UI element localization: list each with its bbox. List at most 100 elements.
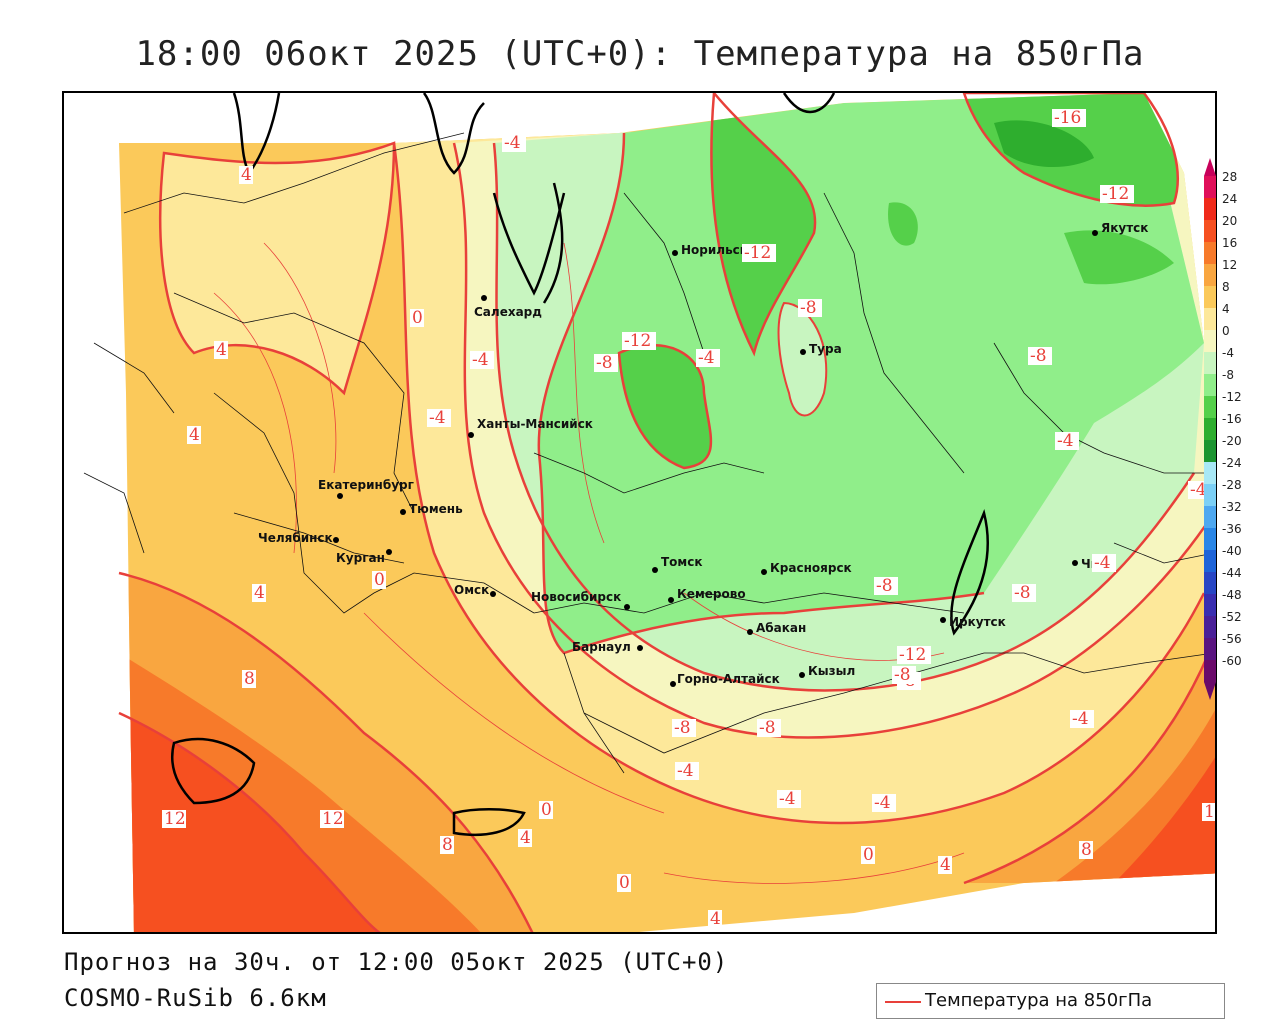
isotherm-label: 0: [372, 570, 386, 590]
city-irkutsk[interactable]: Иркутск: [940, 615, 1006, 629]
isotherm-label: -12: [622, 331, 656, 351]
colorbar-segment: [1204, 330, 1216, 352]
colorbar-tick-label: -8: [1222, 368, 1234, 382]
svg-text:-8: -8: [759, 718, 776, 738]
city-barnaul[interactable]: Барнаул: [572, 640, 643, 654]
forecast-info: Прогноз на 30ч. от 12:00 05окт 2025 (UTC…: [64, 948, 729, 976]
svg-text:12: 12: [322, 809, 344, 829]
svg-text:-12: -12: [899, 645, 926, 665]
svg-text:8: 8: [244, 669, 255, 689]
isotherm-label: -8: [672, 718, 696, 738]
isotherm-label: -4: [470, 350, 494, 370]
svg-text:4: 4: [940, 855, 951, 875]
svg-text:4: 4: [520, 828, 531, 848]
isotherm-label: -4: [1070, 709, 1094, 729]
model-name: COSMO-RuSib 6.6км: [64, 984, 327, 1012]
svg-text:-4: -4: [429, 408, 446, 428]
city-yakutsk[interactable]: Якутск: [1092, 221, 1148, 236]
svg-text:0: 0: [541, 800, 552, 820]
colorbar-tick-label: -4: [1222, 346, 1234, 360]
isotherm-label: -8: [1012, 583, 1036, 603]
svg-text:0: 0: [412, 308, 423, 328]
city-tomsk[interactable]: Томск: [652, 555, 703, 573]
city-norilsk[interactable]: Норильск: [672, 243, 748, 257]
city-khanty-mansiysk[interactable]: Ханты-Мансийск: [468, 417, 593, 438]
svg-text:-4: -4: [1190, 480, 1207, 500]
svg-text:-12: -12: [1102, 184, 1129, 204]
city-kyzyl[interactable]: Кызыл: [799, 664, 855, 678]
city-gorno-altaysk[interactable]: Горно-Алтайск: [670, 672, 780, 687]
colorbar-tick-label: -48: [1222, 588, 1242, 602]
city-kemerovo[interactable]: Кемерово: [668, 587, 746, 603]
svg-text:4: 4: [710, 909, 721, 929]
isotherm-label: 4: [187, 425, 201, 445]
isotherm-label: 4: [518, 828, 532, 848]
colorbar-segment: [1204, 286, 1216, 308]
svg-text:-12: -12: [744, 243, 771, 263]
isotherm-label: -8: [757, 718, 781, 738]
isotherm-label: -8: [1028, 346, 1052, 366]
colorbar-tick-label: -28: [1222, 478, 1242, 492]
isotherm-label: 4: [239, 165, 253, 185]
isotherm-label: -12: [897, 645, 931, 665]
city-ekaterinburg[interactable]: Екатеринбург: [318, 478, 414, 499]
isotherm-label: -4: [872, 793, 896, 813]
colorbar-segment: [1204, 396, 1216, 418]
isotherm-label: 8: [242, 669, 256, 689]
svg-text:Норильск: Норильск: [681, 243, 748, 257]
coastline: [170, 93, 989, 837]
svg-text:Салехард: Салехард: [474, 305, 542, 319]
temperature-map[interactable]: Салехард Норильск Якутск Тура Ханты-Манс…: [62, 91, 1217, 934]
svg-text:Курган: Курган: [336, 551, 385, 565]
colorbar-segment: [1204, 220, 1216, 242]
city-tura[interactable]: Тура: [800, 342, 842, 356]
colorbar-segment: [1204, 198, 1216, 220]
svg-text:Тура: Тура: [809, 342, 842, 356]
city-novosibirsk[interactable]: Новосибирск: [531, 590, 630, 610]
colorbar-tick-label: -60: [1222, 654, 1242, 668]
svg-text:Якутск: Якутск: [1101, 221, 1148, 235]
svg-text:-4: -4: [472, 350, 489, 370]
colorbar-segment: [1204, 660, 1216, 682]
svg-text:0: 0: [863, 845, 874, 865]
isotherm-label: -8: [892, 665, 916, 685]
svg-text:Екатеринбург: Екатеринбург: [318, 478, 414, 492]
colorbar-segment: [1204, 506, 1216, 528]
svg-text:-8: -8: [1030, 346, 1047, 366]
isotherm-value-labels: -440-4-4444-4-8-12-8-12-16-12-8-4-4-8-8-…: [162, 108, 1217, 929]
colorbar-tick-label: -32: [1222, 500, 1242, 514]
colorbar-tick-label: 20: [1222, 214, 1238, 228]
isotherm-label: 4: [252, 583, 266, 603]
svg-text:-8: -8: [596, 353, 613, 373]
city-tyumen[interactable]: Тюмень: [400, 502, 463, 516]
city-salekhard[interactable]: Салехард: [474, 295, 542, 319]
svg-text:-4: -4: [1072, 709, 1089, 729]
isotherm-label: -12: [742, 243, 776, 263]
colorbar-tick-label: -12: [1222, 390, 1242, 404]
svg-text:-8: -8: [674, 718, 691, 738]
isotherm-label: 12: [162, 809, 186, 829]
colorbar-segment: [1204, 594, 1216, 616]
isotherm-label: 8: [440, 835, 454, 855]
colorbar-segment: [1204, 462, 1216, 484]
city-krasnoyarsk[interactable]: Красноярск: [761, 561, 852, 575]
city-chelyabinsk[interactable]: Челябинск: [258, 531, 339, 545]
svg-text:12: 12: [1204, 802, 1217, 822]
colorbar-segment: [1204, 374, 1216, 396]
region-borders: [83, 132, 1215, 774]
city-abakan[interactable]: Абакан: [747, 621, 806, 635]
colorbar-tick-label: -56: [1222, 632, 1242, 646]
isotherm-label: -4: [777, 789, 801, 809]
isotherm-label: -12: [1100, 184, 1134, 204]
colorbar-segment: [1204, 308, 1216, 330]
svg-text:4: 4: [189, 425, 200, 445]
city-omsk[interactable]: Омск: [454, 583, 496, 597]
colorbar-segment: [1204, 484, 1216, 506]
city-kurgan[interactable]: Курган: [336, 549, 392, 565]
colorbar-segment: [1204, 440, 1216, 462]
colorbar-top-arrow: [1204, 158, 1216, 176]
colorbar-segment: [1204, 176, 1216, 198]
legend-label: Температура на 850гПа: [925, 990, 1153, 1011]
colorbar-tick-label: 0: [1222, 324, 1230, 338]
colorbar-segment: [1204, 616, 1216, 638]
